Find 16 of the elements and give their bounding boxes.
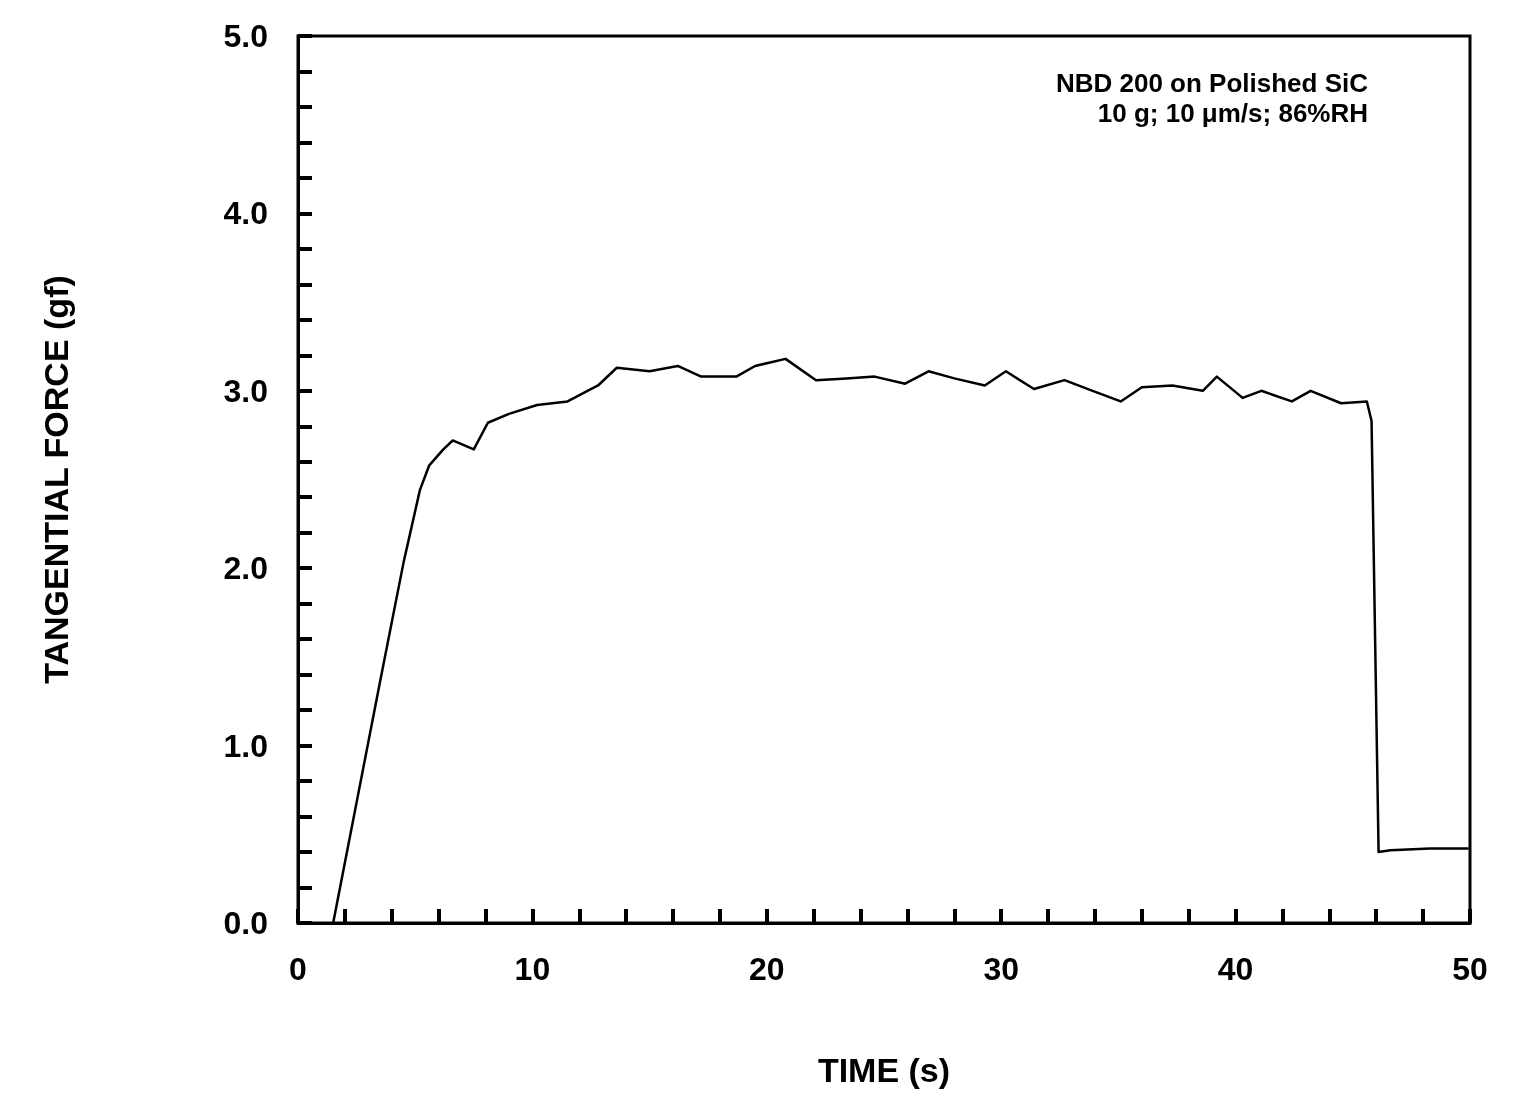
- x-tick-label: 50: [1452, 951, 1488, 987]
- annotation: 10 g; 10 μm/s; 86%RH: [1097, 98, 1368, 128]
- y-tick-label: 5.0: [223, 18, 268, 54]
- y-tick-label: 3.0: [223, 372, 268, 409]
- x-axis-title: TIME (s): [817, 1051, 951, 1089]
- y-tick-label: 0.0: [223, 905, 268, 941]
- y-tick-label: 1.0: [223, 727, 268, 764]
- y-tick-label: 4.0: [223, 195, 268, 232]
- x-tick-label: 0: [289, 951, 307, 987]
- y-axis-title: TANGENTIAL FORCE (gf): [37, 275, 75, 684]
- annotation: NBD 200 on Polished SiC: [1055, 68, 1369, 98]
- x-tick-label: 10: [514, 951, 551, 987]
- x-tick-label: 40: [1217, 951, 1254, 987]
- x-tick-label: 30: [983, 951, 1019, 987]
- x-tick-label: 20: [749, 951, 785, 987]
- y-tick-label: 2.0: [223, 550, 268, 587]
